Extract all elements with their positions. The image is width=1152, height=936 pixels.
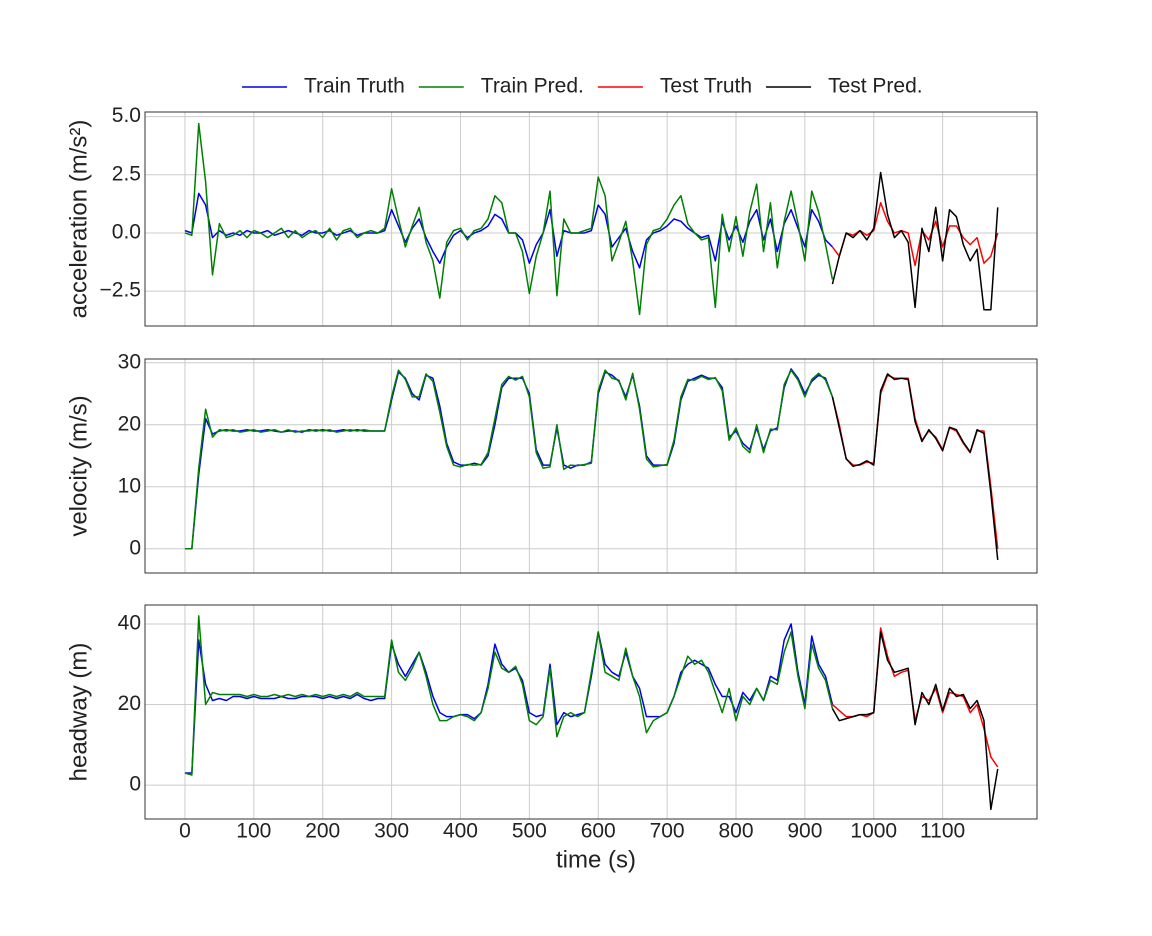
x-tick-label: 900: [787, 820, 822, 843]
y-tick-label: 20: [118, 692, 141, 715]
x-tick-label: 1000: [850, 820, 897, 843]
y-axis-label: velocity (m/s): [65, 395, 92, 536]
x-tick-label: 400: [443, 820, 478, 843]
subplot: 0 10 20 30 velocity (m/s): [65, 350, 1038, 574]
legend: Train Truth Train Pred. Test Truth Test Pre…: [242, 75, 923, 98]
data-line: [184, 369, 834, 550]
x-tick-label: 1100: [920, 820, 965, 843]
plot-frame: [144, 358, 1038, 574]
y-tick-label: 0.0: [112, 221, 141, 244]
data-line: [184, 615, 834, 776]
data-line: [831, 374, 999, 549]
y-tick-label: 30: [118, 350, 141, 373]
data-line: [831, 171, 999, 311]
y-tick-label: 0: [129, 773, 141, 796]
data-line: [831, 373, 999, 561]
x-tick-label: 100: [236, 820, 271, 843]
y-tick-label: 2.5: [112, 162, 141, 185]
subplot: −2.5 0.0 2.5 5.0 acceleration (m/s²): [65, 104, 1038, 327]
x-axis-label: time (s): [556, 846, 636, 873]
x-tick-label: 500: [512, 820, 547, 843]
y-axis-label: acceleration (m/s²): [65, 120, 92, 319]
y-tick-label: −2.5: [100, 279, 141, 302]
x-tick-label: 700: [650, 820, 685, 843]
y-tick-label: 5.0: [112, 104, 141, 127]
x-tick-label: 200: [305, 820, 340, 843]
plot-frame: [144, 604, 1038, 820]
data-line: [184, 122, 834, 316]
data-line: [831, 631, 999, 811]
x-tick-label: 0: [179, 820, 191, 843]
y-tick-label: 40: [118, 611, 141, 634]
legend-label: Train Truth: [304, 75, 405, 98]
data-line: [184, 623, 834, 774]
x-tick-label: 800: [718, 820, 753, 843]
y-tick-label: 0: [129, 536, 141, 559]
data-line: [831, 627, 999, 768]
legend-label: Test Pred.: [828, 75, 923, 98]
data-line: [184, 368, 834, 550]
legend-label: Train Pred.: [481, 75, 584, 98]
y-axis-label: headway (m): [65, 643, 92, 782]
legend-label: Test Truth: [660, 75, 752, 98]
y-tick-label: 10: [118, 474, 141, 497]
y-tick-label: 20: [118, 412, 141, 435]
plot-frame: [144, 111, 1038, 327]
x-tick-label: 300: [374, 820, 409, 843]
x-tick-label: 600: [581, 820, 616, 843]
